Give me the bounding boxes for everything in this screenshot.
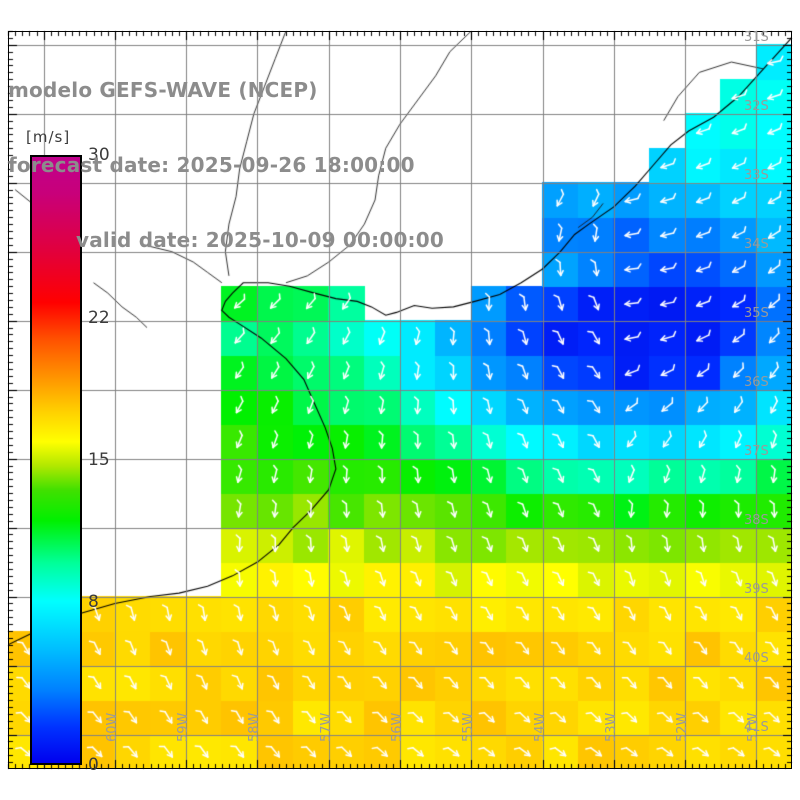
lat-tick-label: 41S	[744, 719, 769, 735]
lat-tick-label: 36S	[744, 374, 769, 390]
lon-tick-label: 57W	[318, 712, 334, 742]
colorbar-tick-label: 22	[88, 307, 110, 328]
lon-tick-label: 60W	[104, 712, 120, 742]
lat-tick-label: 33S	[744, 167, 769, 183]
title-forecast-date: forecast date: 2025-09-26 18:00:00	[8, 153, 415, 177]
colorbar-unit-label: [m/s]	[26, 128, 71, 146]
lon-tick-label: 55W	[461, 712, 477, 742]
lon-tick-label: 53W	[603, 712, 619, 742]
lon-tick-label: 52W	[675, 712, 691, 742]
colorbar-tick-label: 0	[88, 755, 99, 775]
lat-tick-label: 39S	[744, 581, 769, 597]
colorbar-tick-label: 15	[88, 450, 110, 470]
lon-tick-label: 59W	[176, 712, 192, 742]
lon-tick-label: 56W	[390, 712, 405, 742]
lat-tick-label: 35S	[744, 305, 769, 321]
lat-tick-label: 31S	[744, 29, 769, 45]
lon-tick-label: 58W	[247, 712, 263, 742]
lon-tick-label: 54W	[532, 712, 548, 742]
title-valid-date: valid date: 2025-10-09 00:00:00	[75, 228, 444, 252]
lat-tick-label: 32S	[744, 98, 769, 114]
colorbar-gradient	[30, 155, 82, 765]
colorbar-tick-label: 8	[88, 592, 99, 613]
lat-tick-label: 40S	[744, 650, 769, 666]
colorbar-tick-label: 30	[88, 145, 110, 165]
lat-tick-label: 37S	[744, 443, 769, 459]
lat-tick-label: 34S	[744, 236, 769, 252]
figure-title: modelo GEFS-WAVE (NCEP) forecast date: 2…	[0, 28, 520, 303]
lat-tick-label: 38S	[744, 512, 769, 528]
title-model: modelo GEFS-WAVE (NCEP)	[8, 78, 318, 102]
colorbar	[30, 155, 82, 765]
